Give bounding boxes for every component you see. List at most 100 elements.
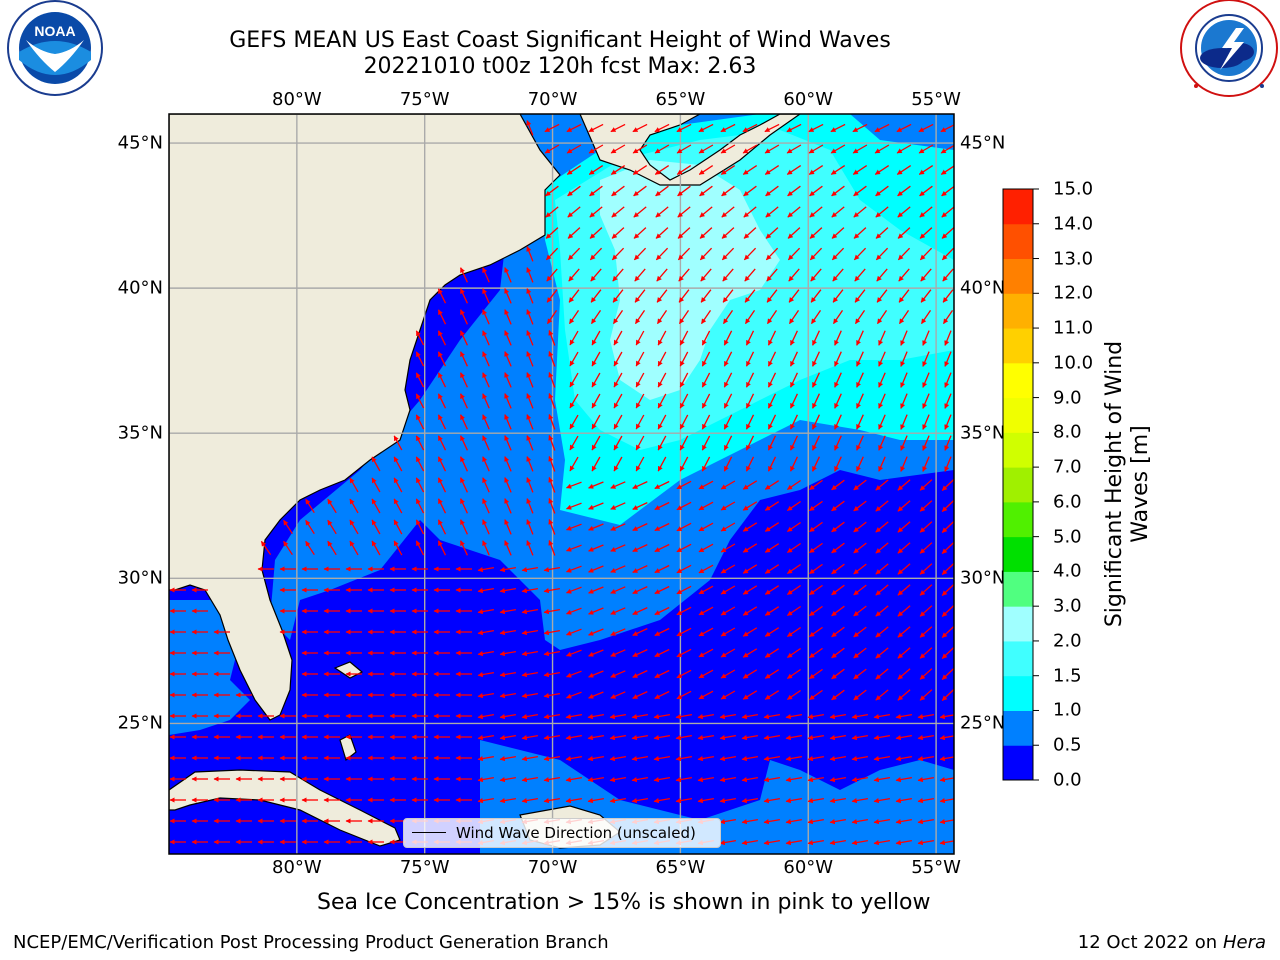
- wave-direction-arrow: [504, 393, 512, 409]
- wave-direction-arrow: [545, 185, 559, 197]
- wave-direction-arrow: [764, 480, 780, 490]
- wave-direction-arrow: [742, 690, 758, 700]
- wave-direction-arrow: [900, 330, 908, 346]
- wave-direction-arrow: [543, 608, 561, 615]
- wave-direction-arrow: [875, 668, 889, 680]
- wave-direction-arrow: [875, 479, 889, 491]
- wave-direction-arrow: [851, 818, 869, 825]
- wave-direction-arrow: [349, 498, 359, 514]
- wave-direction-arrow: [610, 628, 626, 636]
- wave-direction-arrow: [327, 540, 337, 556]
- wave-direction-arrow: [526, 267, 534, 283]
- footer-date: 12 Oct 2022 on Hera: [1078, 932, 1266, 953]
- wave-direction-arrow: [504, 519, 512, 535]
- wave-direction-arrow: [587, 734, 605, 741]
- wave-direction-arrow: [874, 144, 890, 154]
- cuba-land: [169, 769, 401, 847]
- wave-direction-arrow: [832, 268, 844, 282]
- wave-direction-arrow: [700, 268, 712, 282]
- wave-direction-arrow: [808, 123, 824, 133]
- wave-direction-arrow: [654, 564, 670, 574]
- wave-direction-arrow: [807, 734, 825, 741]
- wave-direction-arrow: [611, 185, 625, 197]
- wave-direction-arrow: [941, 479, 954, 491]
- wave-direction-arrow: [720, 627, 736, 637]
- wave-direction-arrow: [548, 519, 556, 535]
- wave-direction-arrow: [875, 626, 889, 638]
- wave-direction-arrow: [721, 247, 735, 261]
- wave-direction-arrow: [521, 692, 539, 699]
- wave-direction-arrow: [548, 477, 556, 493]
- wave-direction-arrow: [656, 289, 668, 303]
- wave-direction-arrow: [610, 607, 626, 615]
- wave-direction-arrow: [588, 123, 604, 133]
- wave-direction-arrow: [701, 456, 711, 472]
- lon-tick-top: 75°W: [399, 89, 450, 110]
- colorbar-tick-label: 11.0: [1053, 317, 1094, 339]
- wave-direction-arrow: [609, 713, 627, 720]
- wave-direction-arrow: [809, 185, 823, 197]
- wave-direction-arrow: [785, 755, 803, 762]
- wave-direction-arrow: [856, 456, 864, 472]
- wave-direction-arrow: [415, 372, 425, 388]
- wave-direction-arrow: [895, 713, 913, 720]
- wave-direction-arrow: [699, 206, 713, 218]
- wave-direction-arrow: [613, 330, 623, 346]
- wave-direction-arrow: [460, 456, 468, 472]
- wave-direction-arrow: [763, 839, 781, 846]
- wave-direction-arrow: [875, 206, 889, 218]
- wave-direction-arrow: [766, 289, 778, 303]
- wave-direction-arrow: [676, 165, 692, 175]
- wave-direction-arrow: [742, 123, 758, 133]
- wave-direction-arrow: [349, 519, 359, 535]
- wave-direction-arrow: [634, 310, 646, 325]
- wave-direction-arrow: [790, 372, 798, 388]
- wave-direction-arrow: [699, 227, 713, 239]
- wave-direction-arrow: [787, 227, 801, 239]
- lat-tick-left: 35°N: [117, 422, 163, 444]
- wind-wave-arrows: [169, 120, 954, 846]
- wave-direction-arrow: [897, 689, 911, 701]
- wave-direction-arrow: [566, 628, 582, 636]
- wave-direction-arrow: [499, 608, 517, 615]
- wave-direction-arrow: [917, 839, 935, 846]
- wave-direction-arrow: [919, 689, 933, 701]
- wave-direction-arrow: [477, 734, 495, 741]
- wave-direction-arrow: [830, 165, 846, 175]
- noaa-logo-icon: NOAA: [7, 0, 103, 96]
- wave-direction-arrow: [610, 523, 626, 531]
- wave-direction-arrow: [720, 669, 736, 679]
- wave-direction-arrow: [720, 480, 736, 490]
- wave-direction-arrow: [305, 540, 315, 556]
- wave-direction-arrow: [720, 585, 736, 595]
- wave-direction-arrow: [588, 502, 604, 510]
- wave-direction-arrow: [809, 563, 823, 575]
- wave-direction-arrow: [526, 540, 534, 556]
- wave-direction-arrow: [876, 289, 888, 303]
- wave-direction-arrow: [305, 519, 315, 535]
- wave-direction-arrow: [632, 607, 648, 615]
- wave-direction-arrow: [853, 626, 867, 638]
- wave-direction-arrow: [808, 165, 824, 175]
- wave-direction-arrow: [941, 626, 954, 638]
- wave-direction-arrow: [653, 713, 671, 720]
- wave-direction-arrow: [701, 435, 711, 451]
- wave-direction-arrow: [349, 477, 359, 493]
- wave-direction-arrow: [897, 227, 911, 239]
- wave-direction-arrow: [632, 691, 648, 699]
- wave-direction-arrow: [853, 185, 867, 197]
- wave-direction-arrow: [720, 144, 736, 154]
- wave-direction-arrow: [654, 123, 670, 133]
- wave-direction-arrow: [810, 310, 822, 325]
- wave-direction-arrow: [543, 566, 561, 573]
- wave-direction-arrow: [565, 797, 583, 804]
- wave-direction-arrow: [808, 144, 824, 154]
- wave-direction-arrow: [875, 584, 889, 596]
- wave-direction-arrow: [831, 563, 845, 575]
- wave-direction-arrow: [698, 669, 714, 679]
- wave-direction-arrow: [851, 734, 869, 741]
- wave-direction-arrow: [853, 542, 867, 554]
- wave-direction-arrow: [437, 540, 447, 556]
- wave-direction-arrow: [632, 481, 648, 489]
